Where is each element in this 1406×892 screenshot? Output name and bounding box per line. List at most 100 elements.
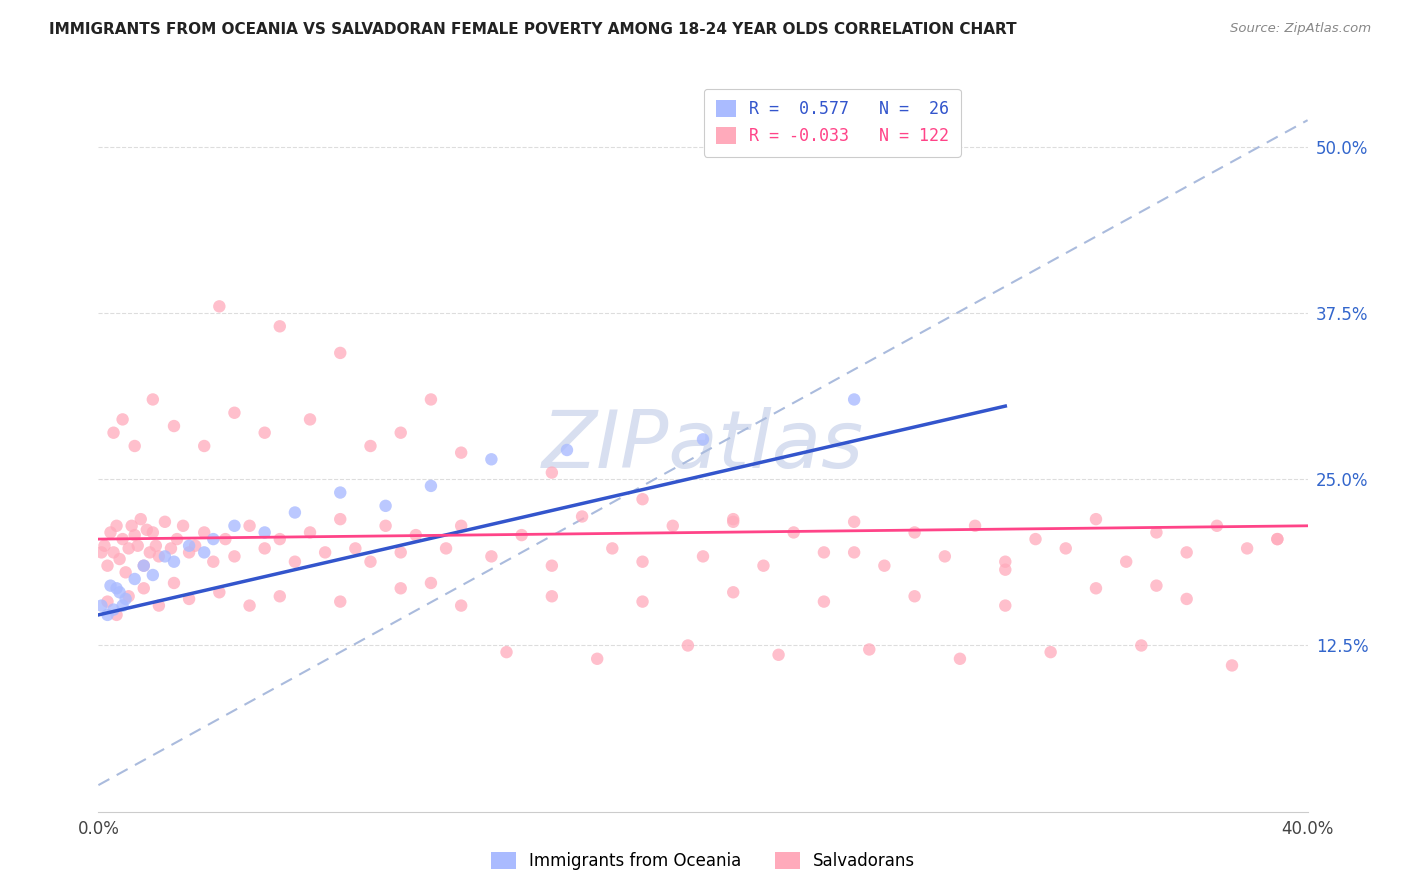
Point (540, 589, 562, 603)
Point (124, 439, 146, 453)
Point (329, 485, 352, 500)
Point (602, 541, 624, 556)
Point (269, 589, 291, 603)
Point (314, 545, 336, 559)
Point (284, 506, 307, 520)
Point (949, 652, 972, 666)
Point (631, 555, 654, 569)
Point (135, 523, 157, 537)
Point (661, 518, 683, 533)
Point (148, 549, 170, 564)
Point (114, 591, 136, 606)
Point (105, 518, 128, 533)
Point (163, 555, 186, 569)
Point (1085, 582, 1108, 596)
Point (692, 433, 714, 447)
Point (481, 549, 503, 564)
Point (1144, 579, 1167, 593)
Point (269, 532, 291, 546)
Point (450, 445, 472, 459)
Point (1175, 591, 1198, 606)
Point (389, 582, 412, 596)
Point (994, 563, 1017, 577)
Point (111, 599, 134, 613)
Point (1085, 512, 1108, 526)
Point (904, 589, 927, 603)
Point (121, 518, 143, 533)
Point (224, 518, 246, 533)
Point (1054, 541, 1077, 556)
Point (160, 541, 183, 556)
Point (179, 545, 201, 559)
Point (844, 545, 866, 559)
Point (179, 539, 201, 553)
Point (1236, 541, 1258, 556)
Point (481, 452, 503, 467)
Legend: Immigrants from Oceania, Salvadorans: Immigrants from Oceania, Salvadorans (484, 845, 922, 877)
Point (103, 425, 125, 440)
Point (299, 525, 322, 540)
Point (142, 525, 165, 540)
Point (844, 392, 866, 407)
Point (208, 299, 231, 313)
Point (127, 539, 149, 553)
Text: ZIPatlas: ZIPatlas (541, 407, 865, 485)
Point (752, 558, 775, 573)
Point (208, 585, 231, 599)
Point (172, 518, 194, 533)
Legend: R =  0.577   N =  26, R = -0.033   N = 122: R = 0.577 N = 26, R = -0.033 N = 122 (704, 88, 960, 157)
Point (858, 642, 880, 657)
Point (129, 512, 152, 526)
Point (96, 594, 118, 608)
Point (360, 439, 382, 453)
Point (495, 645, 517, 659)
Point (179, 591, 201, 606)
Point (166, 532, 188, 546)
Point (142, 392, 165, 407)
Point (1267, 532, 1289, 546)
Point (100, 579, 122, 593)
Point (145, 539, 167, 553)
Point (783, 525, 806, 540)
Point (631, 594, 654, 608)
Point (510, 528, 533, 542)
Point (873, 558, 896, 573)
Point (184, 539, 207, 553)
Point (1175, 545, 1198, 559)
Point (540, 466, 562, 480)
Point (132, 558, 155, 573)
Point (420, 576, 443, 591)
Point (105, 582, 128, 596)
Point (153, 515, 176, 529)
Point (202, 555, 225, 569)
Point (103, 602, 125, 616)
Point (723, 515, 745, 529)
Point (676, 639, 699, 653)
Point (934, 549, 956, 564)
Point (692, 549, 714, 564)
Point (555, 442, 578, 457)
Point (631, 492, 654, 507)
Point (163, 576, 186, 591)
Point (768, 648, 790, 662)
Point (214, 532, 236, 546)
Point (586, 652, 609, 666)
Point (374, 518, 396, 533)
Point (269, 319, 291, 334)
Point (405, 528, 427, 542)
Point (224, 549, 246, 564)
Text: Source: ZipAtlas.com: Source: ZipAtlas.com (1230, 22, 1371, 36)
Point (108, 585, 131, 599)
Point (1115, 555, 1137, 569)
Point (299, 412, 322, 426)
Point (434, 541, 457, 556)
Point (420, 392, 443, 407)
Point (723, 585, 745, 599)
Point (360, 555, 382, 569)
Point (132, 558, 155, 573)
Point (93, 539, 115, 553)
Point (108, 552, 131, 566)
Point (813, 594, 835, 608)
Point (253, 425, 276, 440)
Point (1144, 525, 1167, 540)
